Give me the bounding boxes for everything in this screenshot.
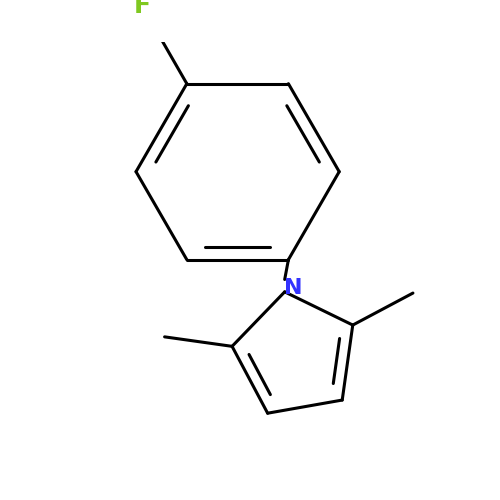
Text: N: N — [284, 278, 302, 298]
Text: F: F — [134, 0, 151, 18]
